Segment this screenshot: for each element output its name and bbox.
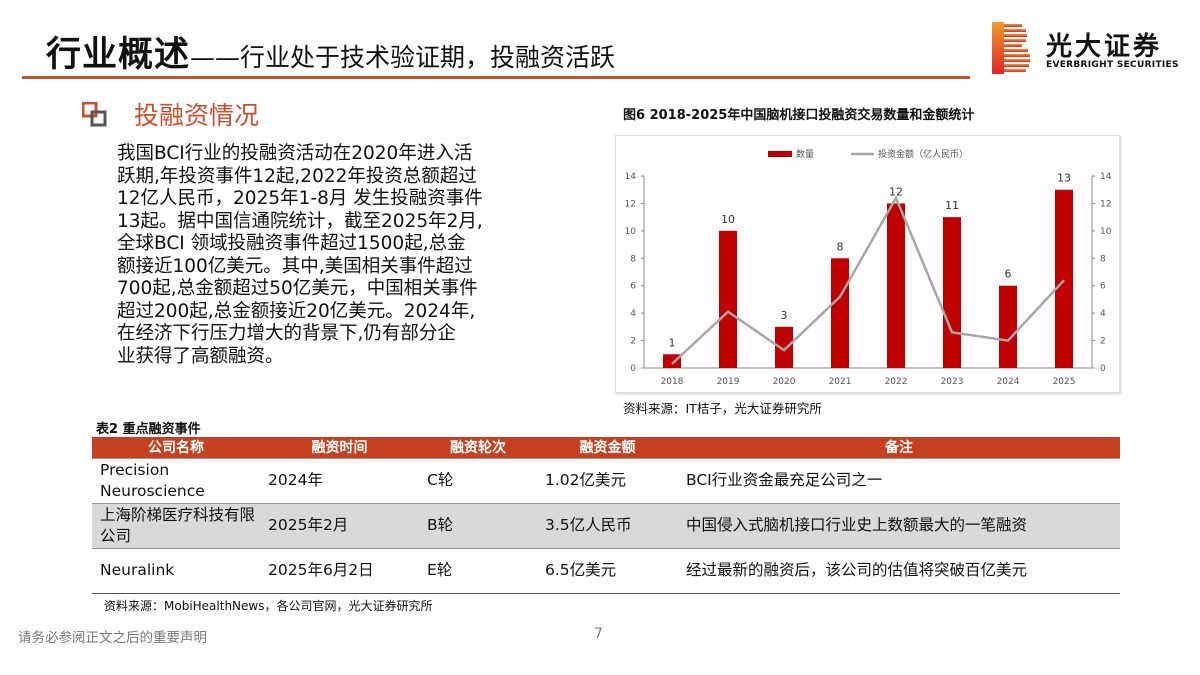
column-header: 公司名称: [92, 437, 260, 459]
bar: [887, 203, 905, 368]
y-tick-label: 2: [630, 337, 636, 347]
x-tick-label: 2023: [941, 377, 964, 387]
paragraph-line: 我国BCI行业的投融资活动在2020年进入活: [117, 143, 473, 164]
cell-company: 上海阶梯医疗科技有限公司: [92, 502, 260, 549]
bar: [663, 354, 681, 368]
table-header-row: 公司名称 融资时间 融资轮次 融资金额 备注: [92, 437, 1120, 459]
y2-tick-label: 8: [1100, 254, 1106, 264]
financing-events-table: 公司名称 融资时间 融资轮次 融资金额 备注 Precision Neurosc…: [92, 437, 1120, 594]
bar: [831, 258, 849, 368]
page-title: 行业概述——行业处于技术验证期，投融资活跃: [46, 26, 615, 77]
bar: [775, 326, 793, 368]
cell-date: 2025年6月2日: [260, 548, 419, 594]
cell-company: Neuralink: [92, 548, 260, 594]
x-tick-label: 2018: [661, 377, 684, 387]
column-header: 融资轮次: [419, 437, 537, 459]
paragraph-line: 业获得了高额融资。: [117, 345, 284, 367]
bar-data-label: 12: [889, 185, 903, 198]
page-number: 7: [594, 626, 603, 642]
cell-round: E轮: [419, 548, 537, 594]
cell-amount: 6.5亿美元: [537, 548, 678, 594]
bar-data-label: 11: [945, 199, 959, 212]
paragraph-line: 12亿人民币，2025年1-8月 发生投融资事件: [117, 188, 483, 209]
paragraph-line: 13起。据中国信通院统计，截至2025年2月,: [117, 210, 483, 232]
x-tick-label: 2024: [997, 377, 1020, 387]
table-row: Precision Neuroscience 2024年 C轮 1.02亿美元 …: [92, 458, 1120, 503]
x-tick-label: 2020: [773, 377, 796, 387]
cell-note: 中国侵入式脑机接口行业史上数额最大的一笔融资: [678, 502, 1120, 549]
x-tick-label: 2025: [1053, 377, 1076, 387]
y-tick-label: 14: [625, 172, 637, 182]
y-tick-label: 10: [625, 227, 637, 237]
body-paragraph: 我国BCI行业的投融资活动在2020年进入活 跃期,年投资事件12起,2022年…: [117, 143, 483, 368]
section-title: 投融资情况: [134, 101, 260, 130]
x-tick-label: 2021: [829, 377, 852, 387]
bar-data-label: 3: [781, 309, 788, 322]
table-row: 上海阶梯医疗科技有限公司 2025年2月 B轮 3.5亿人民币 中国侵入式脑机接…: [92, 502, 1120, 549]
paragraph-line: 超过200起,总金额接近20亿美元。2024年,: [117, 300, 476, 322]
bar-data-label: 6: [1005, 268, 1012, 281]
paragraph-line: 全球BCI 领域投融资事件超过1500起,总金: [117, 233, 466, 254]
y2-tick-label: 0: [1100, 364, 1106, 374]
cell-note: BCI行业资金最充足公司之一: [686, 471, 883, 489]
figure-title: 图6 2018-2025年中国脑机接口投融资交易数量和金额统计: [623, 108, 975, 123]
x-tick-label: 2022: [885, 377, 908, 387]
column-header: 备注: [678, 437, 1120, 459]
y2-tick-label: 2: [1100, 337, 1106, 347]
column-header: 融资时间: [260, 437, 419, 459]
y-tick-label: 6: [630, 282, 636, 292]
y-tick-label: 12: [625, 199, 636, 209]
cell-amount: 1.02亿美元: [545, 471, 627, 489]
amount-line: [671, 195, 1065, 365]
cell-date: 2025年2月: [260, 502, 419, 549]
y2-tick-label: 10: [1100, 227, 1112, 237]
cell-note: 经过最新的融资后，该公司的估值将突破百亿美元: [678, 548, 1120, 594]
bar: [1055, 189, 1073, 368]
section-squares-icon: [82, 102, 107, 127]
y-tick-label: 4: [630, 309, 636, 319]
y2-tick-label: 12: [1100, 199, 1111, 209]
y2-tick-label: 6: [1100, 282, 1106, 292]
cell-amount: 3.5亿人民币: [537, 502, 678, 549]
paragraph-line: 在经济下行压力增大的背景下,仍有部分企: [117, 323, 456, 344]
y-tick-label: 8: [630, 254, 636, 264]
logo-b-icon: [992, 22, 1030, 74]
cell-date: 2024年: [268, 471, 323, 489]
bar-data-label: 8: [837, 240, 844, 253]
legend-swatch-bars: [768, 151, 792, 157]
legend-label-bars: 数量: [796, 148, 814, 160]
title-subtitle: ——行业处于技术验证期，投融资活跃: [190, 43, 616, 72]
title-divider: [22, 76, 970, 79]
paragraph-line: 额接近100亿美元。其中,美国相关事件超过: [117, 255, 473, 277]
bar-data-label: 1: [669, 336, 676, 349]
table-row: Neuralink 2025年6月2日 E轮 6.5亿美元 经过最新的融资后，该…: [92, 548, 1120, 594]
everbright-logo: 光大证券 EVERBRIGHT SECURITIES: [992, 22, 1192, 78]
paragraph-line: 700起,总金额超过50亿美元，中国相关事件: [117, 278, 478, 299]
chart-frame: 0 0 2 2 4 4 6 6 8 8 10 10 12 12 14 14 2018 1 2019 10 2020 3 20…: [615, 135, 1120, 393]
logo-name-cn: 光大证券: [1046, 32, 1163, 62]
y2-tick-label: 14: [1100, 172, 1112, 182]
chart-source: 资料来源：IT桔子，光大证券研究所: [623, 401, 822, 416]
cell-round: C轮: [427, 471, 454, 489]
x-tick-label: 2019: [717, 377, 740, 387]
paragraph-line: 跃期,年投资事件12起,2022年投资总额超过: [117, 165, 477, 187]
cell-round: B轮: [419, 502, 537, 549]
disclaimer: 请务必参阅正文之后的重要声明: [18, 630, 207, 646]
y-tick-label: 0: [630, 364, 636, 374]
column-header: 融资金额: [537, 437, 678, 459]
bar-data-label: 10: [721, 213, 735, 226]
legend-label-line: 投资金额（亿人民币）: [878, 148, 968, 160]
cell-company: Precision Neuroscience: [100, 460, 205, 500]
bar: [999, 285, 1017, 368]
bar: [719, 230, 737, 368]
logo-name-en: EVERBRIGHT SECURITIES: [1046, 60, 1179, 70]
bar-line-chart: 0 0 2 2 4 4 6 6 8 8 10 10 12 12 14 14 2018 1 2019 10 2020 3 20…: [625, 148, 1112, 387]
title-main: 行业概述: [46, 35, 191, 75]
table-source: 资料来源：MobiHealthNews，各公司官网，光大证券研究所: [104, 599, 433, 613]
bar: [943, 217, 961, 368]
table-title: 表2 重点融资事件: [96, 422, 201, 437]
bar-data-label: 13: [1057, 172, 1071, 185]
y2-tick-label: 4: [1100, 309, 1106, 319]
